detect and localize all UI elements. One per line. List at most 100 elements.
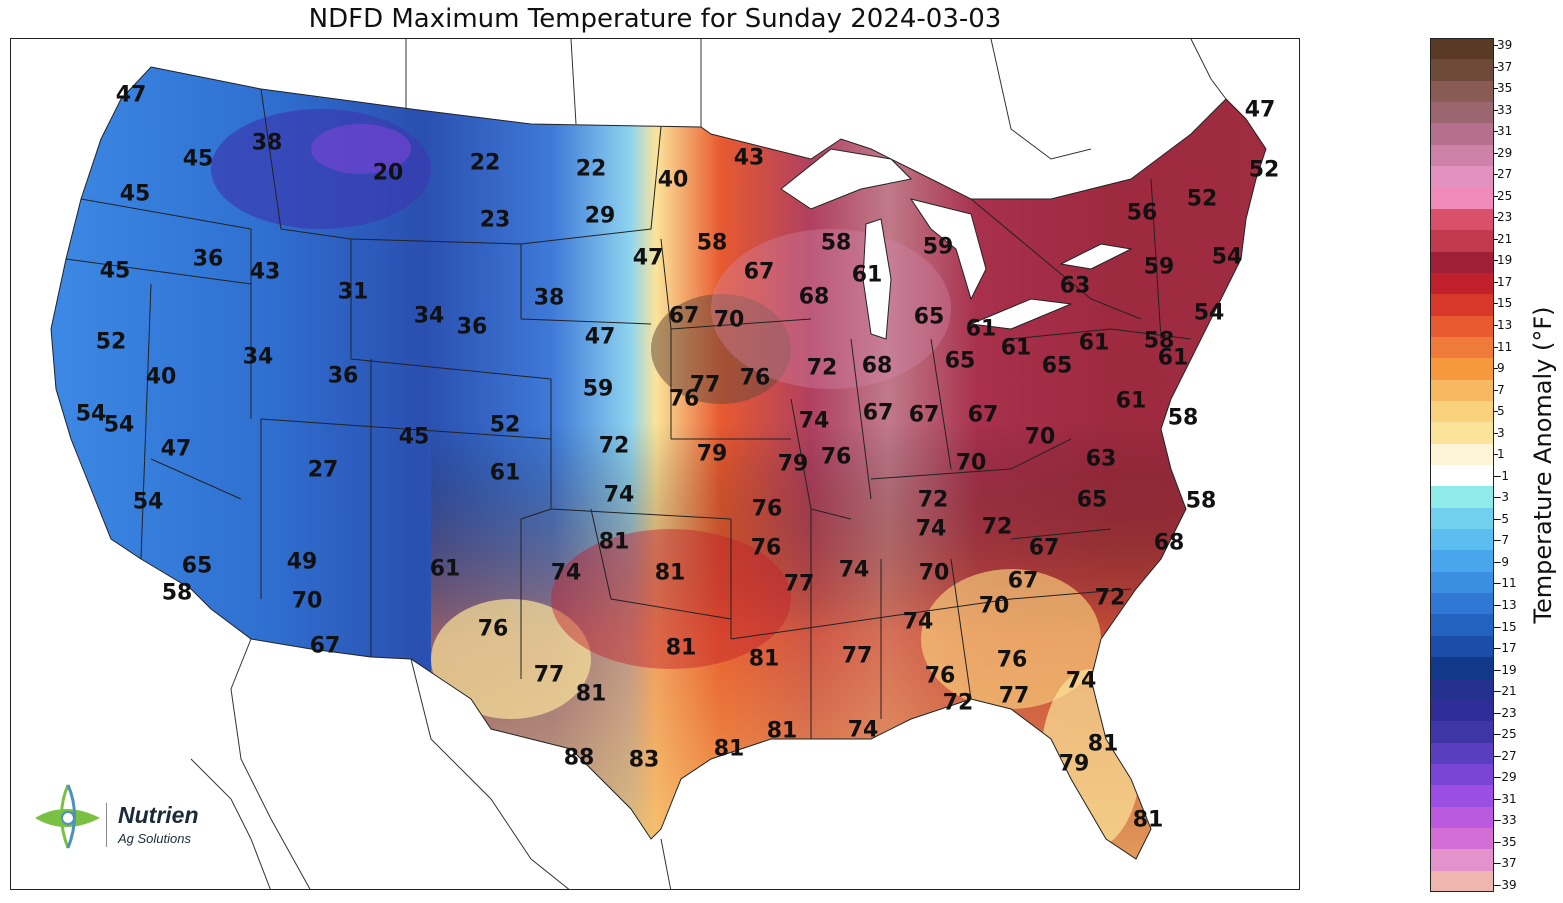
colorbar-tick-label: -5 [1497, 511, 1509, 526]
temperature-label: 67 [668, 303, 700, 329]
colorbar-tick-label: 9 [1497, 361, 1505, 376]
temperature-label: 58 [1143, 328, 1175, 354]
colorbar-tickmark [1494, 605, 1498, 606]
colorbar-tickmark [1494, 368, 1498, 370]
colorbar-tick-label: -39 [1497, 878, 1517, 892]
temperature-label: 72 [806, 355, 838, 381]
temperature-label: 77 [533, 662, 565, 688]
temperature-label: 74 [603, 482, 635, 508]
temperature-label: 59 [922, 234, 954, 260]
colorbar-swatch [1430, 657, 1494, 679]
colorbar-tick-label: -7 [1497, 533, 1509, 548]
temperature-label: 61 [1078, 330, 1110, 356]
temperature-label: 77 [689, 372, 721, 398]
temperature-label: 70 [1024, 424, 1056, 450]
temperature-label: 88 [563, 745, 595, 771]
colorbar-tickmark [1494, 389, 1498, 391]
colorbar-tickmark [1494, 669, 1498, 671]
colorbar-tickmark [1494, 454, 1498, 456]
colorbar [1430, 38, 1494, 893]
temperature-label: 45 [398, 424, 430, 450]
colorbar-swatch [1430, 465, 1494, 487]
temperature-label: 34 [242, 344, 274, 370]
temperature-label: 70 [978, 593, 1010, 619]
temperature-label: 58 [1167, 405, 1199, 431]
temperature-label: 61 [429, 556, 461, 582]
colorbar-tickmark [1494, 755, 1498, 757]
temperature-label: 72 [598, 433, 630, 459]
logo-divider [106, 803, 107, 847]
colorbar-swatch [1430, 486, 1494, 509]
colorbar-tick-label: 5 [1497, 404, 1505, 419]
colorbar-tick-label: 13 [1497, 318, 1513, 332]
temperature-label: 83 [628, 747, 660, 773]
colorbar-tickmark [1494, 281, 1498, 283]
colorbar-tickmark [1494, 303, 1498, 305]
colorbar-swatch [1430, 80, 1494, 103]
colorbar-tick-label: -9 [1497, 554, 1509, 569]
colorbar-tickmark [1494, 174, 1498, 176]
temperature-label: 22 [469, 150, 501, 176]
temperature-label: 58 [820, 230, 852, 256]
colorbar-tickmark [1494, 712, 1498, 714]
colorbar-tick-label: -21 [1497, 684, 1517, 699]
colorbar-tick-label: -1 [1497, 468, 1509, 483]
temperature-label: 72 [917, 487, 949, 513]
colorbar-tick-label: -13 [1497, 598, 1517, 612]
colorbar-swatch [1430, 550, 1494, 573]
colorbar-swatch [1430, 507, 1494, 530]
colorbar-frame [1430, 38, 1494, 892]
temperature-label: 81 [713, 736, 745, 762]
temperature-label: 54 [103, 412, 135, 438]
colorbar-tick-label: -3 [1497, 490, 1509, 505]
temperature-label: 38 [533, 285, 565, 311]
temperature-label: 81 [665, 635, 697, 661]
colorbar-tick-label: -17 [1497, 641, 1517, 656]
colorbar-tickmark [1494, 820, 1498, 822]
temperature-label: 54 [1211, 244, 1243, 270]
colorbar-tick-label: 3 [1497, 425, 1505, 440]
temperature-label: 34 [413, 303, 445, 329]
temperature-label: 72 [981, 514, 1013, 540]
colorbar-tick-label: -27 [1497, 748, 1517, 763]
colorbar-tick-label: 31 [1497, 124, 1513, 139]
colorbar-swatch [1430, 763, 1494, 786]
temperature-label: 76 [820, 444, 852, 470]
temperature-label: 65 [1041, 353, 1073, 379]
colorbar-swatch [1430, 400, 1494, 423]
colorbar-swatch [1430, 102, 1494, 124]
colorbar-swatch [1430, 144, 1494, 167]
temperature-label: 20 [372, 160, 404, 186]
temperature-label: 61 [851, 262, 883, 288]
colorbar-tickmark [1494, 561, 1498, 563]
temperature-label: 61 [489, 460, 521, 486]
colorbar-swatch [1430, 593, 1494, 615]
colorbar-swatch [1430, 358, 1494, 381]
temperature-label: 63 [1085, 446, 1117, 472]
colorbar-swatch [1430, 272, 1494, 295]
colorbar-tick-label: 1 [1497, 447, 1505, 462]
colorbar-tick-label: 35 [1497, 81, 1513, 96]
temperature-label: 36 [456, 314, 488, 340]
temperature-label: 49 [286, 549, 318, 575]
colorbar-tickmark [1494, 734, 1498, 736]
temperature-label: 74 [1065, 668, 1097, 694]
colorbar-swatch [1430, 785, 1494, 808]
colorbar-tick-label: 29 [1497, 145, 1513, 160]
colorbar-tickmark [1494, 648, 1498, 650]
colorbar-tick-label: 37 [1497, 59, 1513, 74]
colorbar-tickmark [1494, 152, 1498, 154]
colorbar-tickmark [1494, 540, 1498, 542]
temperature-label: 47 [584, 324, 616, 350]
state-boundaries [50, 66, 1267, 860]
temperature-label: 40 [657, 167, 689, 193]
colorbar-tickmark [1494, 691, 1498, 693]
logo-subtitle: Ag Solutions [118, 831, 191, 846]
colorbar-tickmark [1494, 88, 1498, 90]
temperature-label: 76 [668, 386, 700, 412]
colorbar-tickmark [1494, 626, 1498, 628]
temperature-label: 77 [998, 683, 1030, 709]
temperature-label: 67 [1007, 568, 1039, 594]
temperature-label: 68 [798, 284, 830, 310]
temperature-label: 81 [598, 529, 630, 555]
